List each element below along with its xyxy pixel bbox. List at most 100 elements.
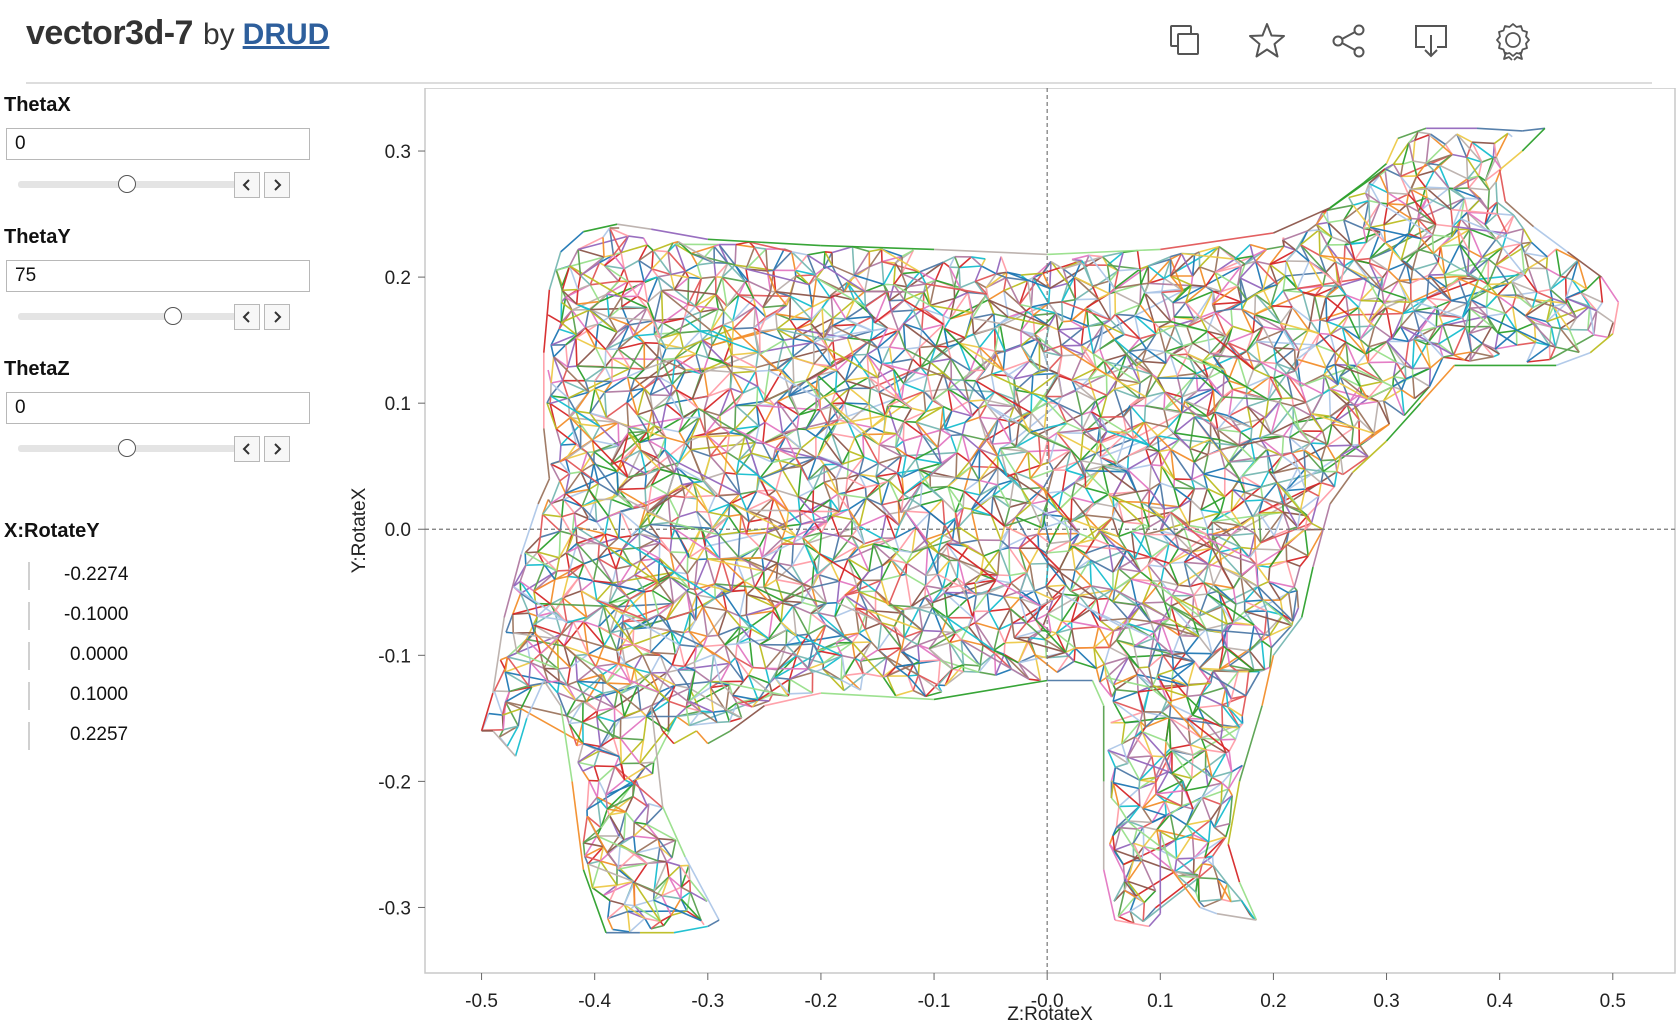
thetax-decrement-button[interactable] (234, 172, 260, 198)
thetax-slider[interactable] (18, 175, 236, 193)
mesh-edge (634, 668, 651, 674)
mesh-edge (1130, 531, 1136, 560)
mesh-edge (620, 684, 639, 695)
mesh-edge (1123, 839, 1176, 866)
mesh-edge (720, 680, 789, 697)
mesh-edge (768, 629, 788, 640)
mesh-edge (679, 644, 697, 648)
thetaz-decrement-button[interactable] (234, 436, 260, 462)
share-button[interactable] (1325, 18, 1373, 64)
mesh-edge (1170, 605, 1200, 637)
author-link[interactable]: DRUD (242, 18, 330, 51)
mesh-edge (592, 884, 617, 889)
thetaz-slider[interactable] (18, 439, 236, 457)
legend-item[interactable]: -0.2274 (4, 556, 324, 596)
thetay-input[interactable] (6, 260, 310, 292)
mesh-edge (768, 517, 783, 540)
mesh-edge (1226, 883, 1242, 901)
mesh-edge (1201, 782, 1223, 799)
mesh-edge (911, 538, 927, 553)
mesh-edge (639, 761, 654, 765)
mesh-edge (1190, 499, 1202, 511)
mesh-edge (1220, 738, 1236, 741)
mesh-edge (1221, 771, 1233, 784)
thetaz-input[interactable] (6, 392, 310, 424)
mesh-edge (1127, 617, 1151, 623)
thetay-decrement-button[interactable] (234, 304, 260, 330)
mesh-edge (1268, 614, 1284, 637)
mesh-edge (1191, 547, 1213, 553)
mesh-edge (924, 596, 933, 604)
mesh-edge (1074, 552, 1087, 571)
mesh-edge (694, 594, 698, 621)
mesh-edge (1138, 776, 1157, 790)
mesh-edge (1073, 648, 1076, 662)
thetax-input[interactable] (6, 128, 310, 160)
thetax-increment-button[interactable] (264, 172, 290, 198)
mesh-edge (807, 479, 815, 490)
mesh-edge (785, 629, 788, 645)
mesh-edge (930, 485, 948, 489)
mesh-edge (1115, 806, 1120, 828)
mesh-edge (880, 514, 887, 539)
mesh-edge (607, 547, 617, 570)
mesh-edge (1074, 647, 1097, 669)
mesh-edge (717, 625, 741, 637)
mesh-edge (1045, 540, 1071, 554)
mesh-edge (852, 641, 872, 644)
mesh-edge (1084, 502, 1095, 516)
legend-item[interactable]: 0.2257 (4, 716, 324, 756)
mesh-edge (979, 644, 984, 667)
mesh-edge (1139, 776, 1156, 781)
slider-thumb[interactable] (163, 307, 182, 325)
thetay-slider[interactable] (18, 307, 236, 325)
mesh-edge (1211, 836, 1227, 857)
share-icon (1332, 24, 1365, 58)
mesh-edge (875, 475, 890, 482)
mesh-edge (578, 563, 585, 578)
mesh-edge (533, 632, 571, 669)
legend-item[interactable]: 0.1000 (4, 676, 324, 716)
mesh-edge (797, 496, 801, 511)
favorite-button[interactable] (1243, 18, 1291, 64)
mesh-edge (1203, 718, 1223, 728)
thetaz-increment-button[interactable] (264, 436, 290, 462)
mesh-edge (1285, 455, 1341, 492)
mesh-edge (1179, 634, 1199, 638)
mesh-edge (619, 683, 632, 695)
mesh-edge (798, 496, 840, 513)
slider-thumb[interactable] (118, 175, 136, 193)
mesh-edge (1260, 470, 1270, 488)
download-button[interactable] (1407, 18, 1455, 64)
mesh-edge (888, 480, 900, 502)
mesh-edge (520, 686, 533, 710)
wireframe-chart[interactable]: -0.5 -0.4 -0.3 -0.2 -0.1 -0.0 0.1 0.2 0.3 0.4 0.5 … (340, 88, 1678, 1032)
mesh-edge (746, 531, 768, 535)
mesh-edge (616, 880, 634, 886)
thetay-increment-button[interactable] (264, 304, 290, 330)
mesh-edge (533, 564, 546, 592)
badge-button[interactable] (1489, 18, 1537, 64)
legend-item[interactable]: 0.0000 (4, 636, 324, 676)
legend-label: 0.2257 (70, 724, 129, 745)
mesh-edge (835, 477, 848, 480)
duplicate-button[interactable] (1161, 18, 1209, 64)
slider-thumb[interactable] (118, 439, 136, 457)
mesh-edge (561, 633, 618, 652)
mesh-edge (967, 594, 977, 600)
mesh-edge (718, 493, 740, 497)
mesh-edge (792, 605, 812, 615)
mesh-edge (639, 739, 645, 764)
mesh-edge (636, 685, 642, 711)
mesh-edge (505, 631, 514, 634)
mesh-edge (598, 482, 619, 496)
mesh-edge (680, 891, 691, 900)
mesh-edge (692, 481, 716, 497)
mesh-edge (773, 606, 782, 623)
mesh-edge (640, 449, 661, 470)
mesh-edge (1260, 640, 1266, 670)
mesh-edge (550, 603, 619, 608)
mesh-edge (1212, 511, 1284, 523)
legend-item[interactable]: -0.1000 (4, 596, 324, 636)
mesh-edge (1273, 528, 1290, 537)
